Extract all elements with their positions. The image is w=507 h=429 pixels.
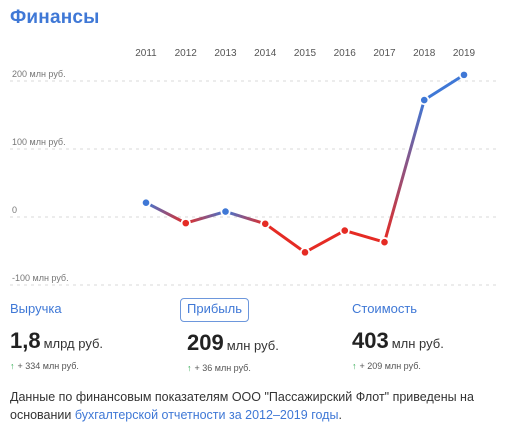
- series-line-segment: [383, 98, 426, 244]
- metric-revenue-unit: млрд руб.: [43, 336, 104, 351]
- footnote-text: Данные по финансовым показателям ООО "Па…: [10, 390, 474, 422]
- series-line-segment: [263, 222, 307, 254]
- metric-revenue-tab[interactable]: Выручка: [10, 301, 62, 316]
- data-point[interactable]: [260, 218, 271, 229]
- footnote: Данные по финансовым показателям ООО "Па…: [10, 388, 500, 424]
- metric-value-cost[interactable]: Стоимость 403 млн руб. ↑ + 209 млн руб.: [352, 298, 444, 371]
- data-point[interactable]: [419, 94, 430, 106]
- x-tick-label: 2013: [214, 48, 237, 59]
- x-tick-label: 2015: [294, 48, 317, 59]
- data-point[interactable]: [180, 218, 191, 229]
- metric-cost-tab[interactable]: Стоимость: [352, 301, 418, 316]
- data-point[interactable]: [299, 247, 311, 258]
- accounting-report-link[interactable]: бухгалтерской отчетности за 2012–2019 го…: [74, 408, 339, 422]
- arrow-up-icon: ↑: [10, 361, 15, 371]
- metric-profit-tab[interactable]: Прибыль: [180, 298, 249, 322]
- y-tick-label: 200 млн руб.: [12, 69, 66, 79]
- series-line-segment: [422, 73, 466, 102]
- series-line-segment: [224, 210, 267, 226]
- data-point[interactable]: [220, 206, 231, 217]
- x-tick-label: 2017: [373, 48, 396, 59]
- series-line-segment: [144, 201, 188, 225]
- page-title: Финансы: [10, 7, 100, 28]
- profit-chart: 2011 2012 2013 2014 2015 2016 2017 2018 2019 200…: [10, 48, 497, 286]
- series-line-segment: [184, 210, 227, 225]
- data-point[interactable]: [458, 69, 470, 80]
- metric-revenue-value: 1,8: [10, 328, 41, 353]
- arrow-up-icon: ↑: [187, 363, 192, 373]
- x-tick-label: 2016: [334, 48, 357, 59]
- data-point[interactable]: [140, 197, 152, 208]
- footnote-end: .: [338, 408, 342, 422]
- arrow-up-icon: ↑: [352, 361, 357, 371]
- series-line-segment: [303, 229, 347, 254]
- y-tick-label: 100 млн руб.: [12, 137, 66, 147]
- metric-cost-value: 403: [352, 328, 389, 353]
- metric-profit-change: + 36 млн руб.: [194, 363, 251, 373]
- metric-profit-unit: млн руб.: [226, 338, 279, 353]
- metric-revenue-change: + 334 млн руб.: [17, 361, 79, 371]
- x-tick-label: 2018: [413, 48, 436, 59]
- x-tick-label: 2012: [175, 48, 198, 59]
- y-tick-label: 0: [12, 205, 17, 215]
- x-tick-label: 2011: [135, 48, 157, 59]
- metric-cost-unit: млн руб.: [391, 336, 444, 351]
- data-point[interactable]: [379, 237, 390, 248]
- y-tick-label: -100 млн руб.: [12, 273, 69, 283]
- metric-revenue[interactable]: Выручка 1,8 млрд руб. ↑ + 334 млн руб.: [10, 298, 103, 371]
- metric-cost-change: + 209 млн руб.: [359, 361, 421, 371]
- x-tick-label: 2014: [254, 48, 277, 59]
- series-line-segment: [343, 229, 386, 244]
- data-point[interactable]: [339, 225, 350, 236]
- metric-profit[interactable]: Прибыль 209 млн руб. ↑ + 36 млн руб.: [180, 298, 279, 373]
- metric-profit-value: 209: [187, 330, 224, 355]
- x-tick-label: 2019: [453, 48, 476, 59]
